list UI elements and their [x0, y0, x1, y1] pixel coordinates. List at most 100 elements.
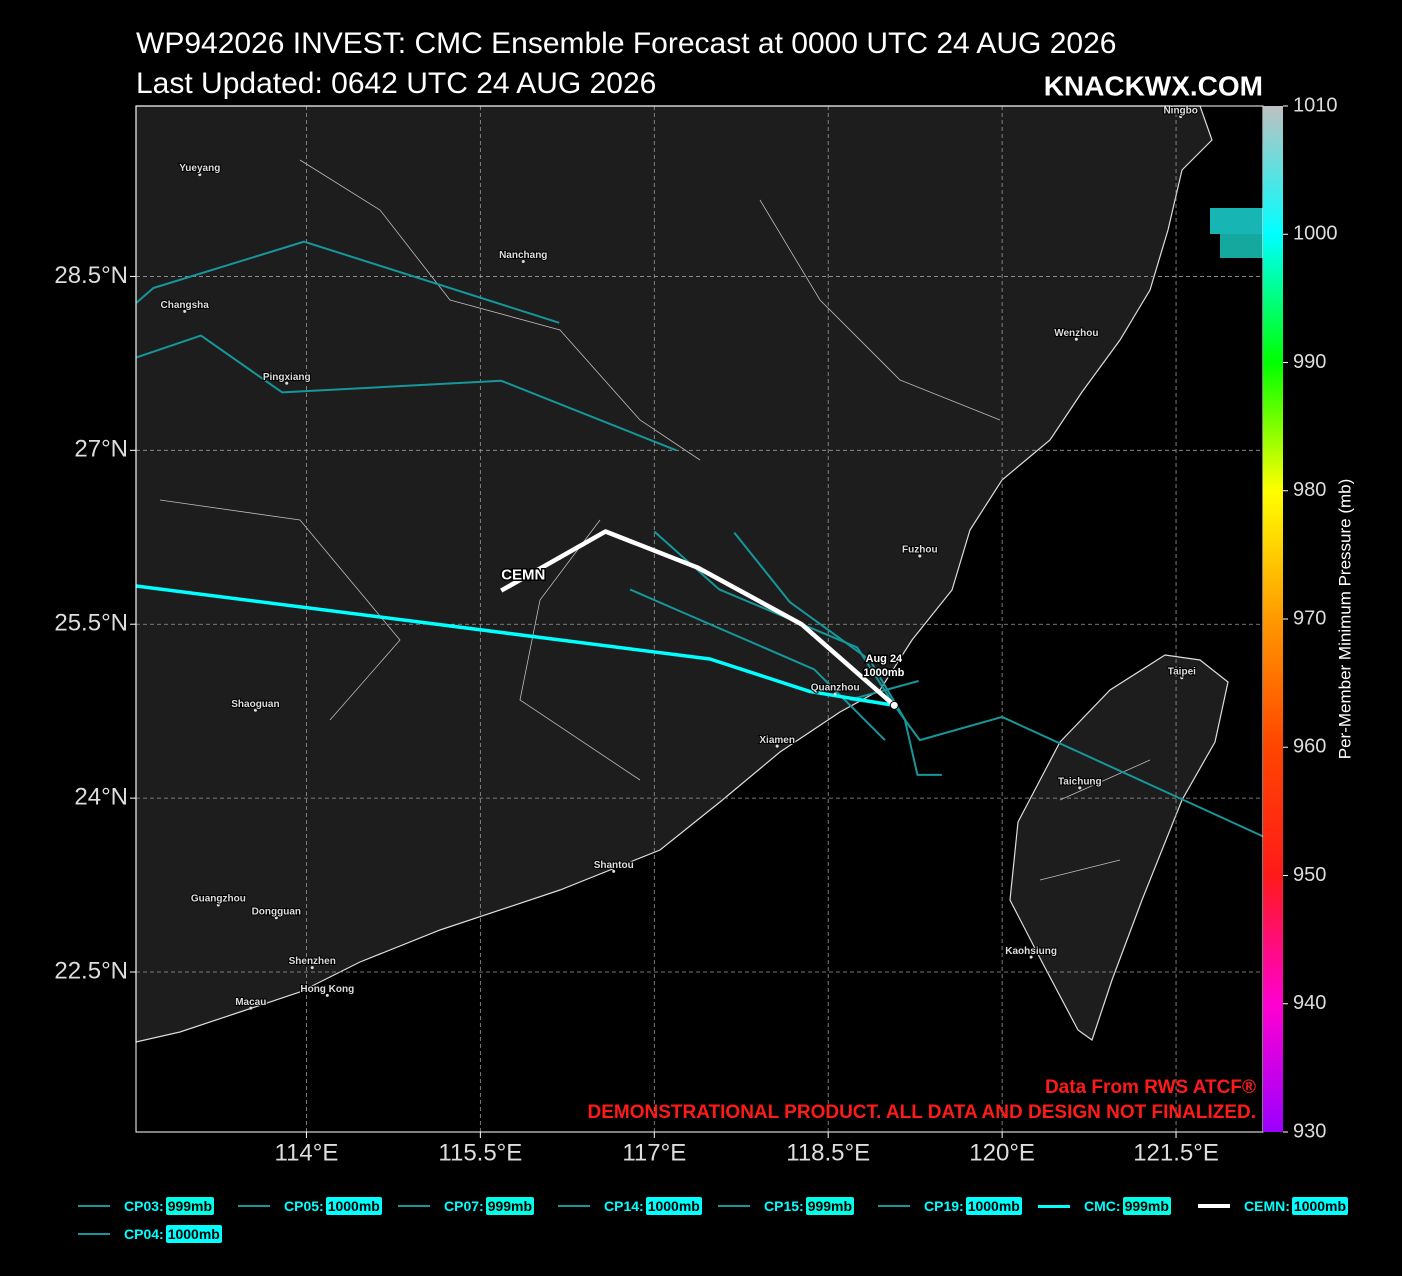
legend-item: CP15999mb [718, 1194, 878, 1218]
map-figure: 114°E 115.5°E 117°E 118.5°E 120°E 121.5°E 22.5… [54, 27, 1354, 1166]
city-label: Taipei [1168, 666, 1196, 677]
legend-pressure: 1000mb [325, 1197, 382, 1215]
legend-pressure: 999mb [805, 1197, 855, 1215]
legend-name: CMC [1084, 1198, 1121, 1214]
track [500, 529, 896, 708]
x-tick-label: 118.5°E [786, 1139, 870, 1166]
legend-pressure: 1000mb [1291, 1197, 1349, 1215]
city-dot [833, 692, 837, 696]
colorbar-tick-label: 1010 [1293, 94, 1338, 116]
city-dot [249, 1006, 253, 1010]
legend-swatch [78, 1233, 110, 1235]
city-dot [183, 309, 187, 313]
city-label: Hong Kong [300, 984, 354, 995]
city-dot [253, 708, 257, 712]
colorbar-tick-label: 960 [1293, 736, 1326, 758]
city-label: Shantou [594, 860, 634, 871]
track [629, 588, 886, 741]
city-label: Shenzhen [289, 956, 336, 967]
city-dot [216, 903, 220, 907]
legend-swatch [398, 1205, 430, 1207]
colorbar-artifact [1220, 234, 1263, 258]
x-tick-label: 114°E [275, 1139, 339, 1166]
legend-pressure: 1000mb [965, 1197, 1022, 1215]
city-label: Macau [235, 997, 266, 1008]
legend-name: CP14 [604, 1198, 644, 1214]
brand: KNACKWX.COM [1044, 70, 1263, 101]
city-dot [285, 381, 289, 385]
city-dot [325, 993, 329, 997]
city-label: Pingxiang [263, 372, 311, 383]
track-end-point [889, 700, 899, 710]
city-label: Changsha [161, 300, 210, 311]
legend-name: CP04 [124, 1226, 164, 1242]
colorbar-tick-label: 990 [1293, 351, 1326, 373]
legend-pressure: 999mb [165, 1197, 215, 1215]
legend: CP03999mbCP051000mbCP07999mbCP141000mbCP… [78, 1194, 1378, 1246]
colorbar-tick-label: 1000 [1293, 223, 1338, 245]
city-dot [1179, 115, 1183, 119]
legend-pressure: 999mb [485, 1197, 535, 1215]
city-dot [198, 173, 202, 177]
city-label: Shaoguan [231, 699, 279, 710]
legend-swatch [78, 1205, 110, 1207]
colorbar [1263, 106, 1283, 1132]
y-tick-label: 28.5°N [54, 262, 128, 289]
legend-name: CP03 [124, 1198, 164, 1214]
legend-swatch [718, 1205, 750, 1207]
track [135, 334, 677, 452]
y-tick-label: 22.5°N [54, 957, 128, 984]
subtitle: Last Updated: 0642 UTC 24 AUG 2026 [136, 67, 656, 100]
y-tick-label: 25.5°N [54, 610, 128, 637]
colorbar-tick-label: 970 [1293, 607, 1326, 629]
colorbar-tick-label: 930 [1293, 1120, 1326, 1142]
x-tick-label: 121.5°E [1133, 1139, 1219, 1166]
track [135, 240, 560, 324]
city-dot [521, 260, 525, 264]
colorbar-tick-label: 940 [1293, 992, 1326, 1014]
city-label: Fuzhou [902, 545, 938, 556]
city-dot [1074, 337, 1078, 341]
annotation: Aug 24 [866, 653, 904, 665]
city-label: Quanzhou [811, 683, 860, 694]
legend-swatch [1038, 1204, 1070, 1208]
x-tick-label: 120°E [969, 1139, 1035, 1166]
disclaimer: DEMONSTRATIONAL PRODUCT. ALL DATA AND DE… [588, 1102, 1257, 1123]
legend-item: CP191000mb [878, 1194, 1038, 1218]
legend-name: CEMN [1244, 1198, 1290, 1214]
colorbar-artifact [1210, 208, 1263, 234]
colorbar-tick-label: 980 [1293, 479, 1326, 501]
legend-swatch [238, 1205, 270, 1207]
city-dot [612, 869, 616, 873]
track [135, 584, 895, 708]
city-dot [310, 966, 314, 970]
source-note: Data From RWS ATCF® [1045, 1077, 1256, 1098]
legend-name: CP07 [444, 1198, 484, 1214]
legend-item: CP041000mb [78, 1222, 238, 1246]
legend-item: CP051000mb [238, 1194, 398, 1218]
legend-pressure: 999mb [1122, 1197, 1171, 1215]
colorbar-label: Per-Member Minimum Pressure (mb) [1335, 479, 1354, 760]
legend-item: CMC999mb [1038, 1194, 1198, 1218]
city-dot [1180, 676, 1184, 680]
colorbar-tick-label: 950 [1293, 864, 1326, 886]
legend-item: CP141000mb [558, 1194, 718, 1218]
city-label: Wenzhou [1054, 328, 1098, 339]
legend-name: CP15 [764, 1198, 804, 1214]
x-tick-label: 115.5°E [438, 1139, 522, 1166]
annotation: 1000mb [863, 667, 904, 679]
title: WP942026 INVEST: CMC Ensemble Forecast a… [136, 27, 1116, 60]
city-label: Yueyang [179, 163, 220, 174]
city-dot [274, 916, 278, 920]
province-border [159, 159, 1151, 881]
city-dot [918, 554, 922, 558]
legend-item: CP03999mb [78, 1194, 238, 1218]
legend-name: CP05 [284, 1198, 324, 1214]
x-tick-label: 117°E [622, 1139, 686, 1166]
city-label: Kaohsiung [1005, 946, 1057, 957]
mainland [135, 105, 1213, 1043]
city-dot [1078, 786, 1082, 790]
city-label: Guangzhou [191, 894, 246, 905]
city-label: Dongguan [252, 906, 301, 917]
y-tick-label: 27°N [74, 436, 128, 463]
